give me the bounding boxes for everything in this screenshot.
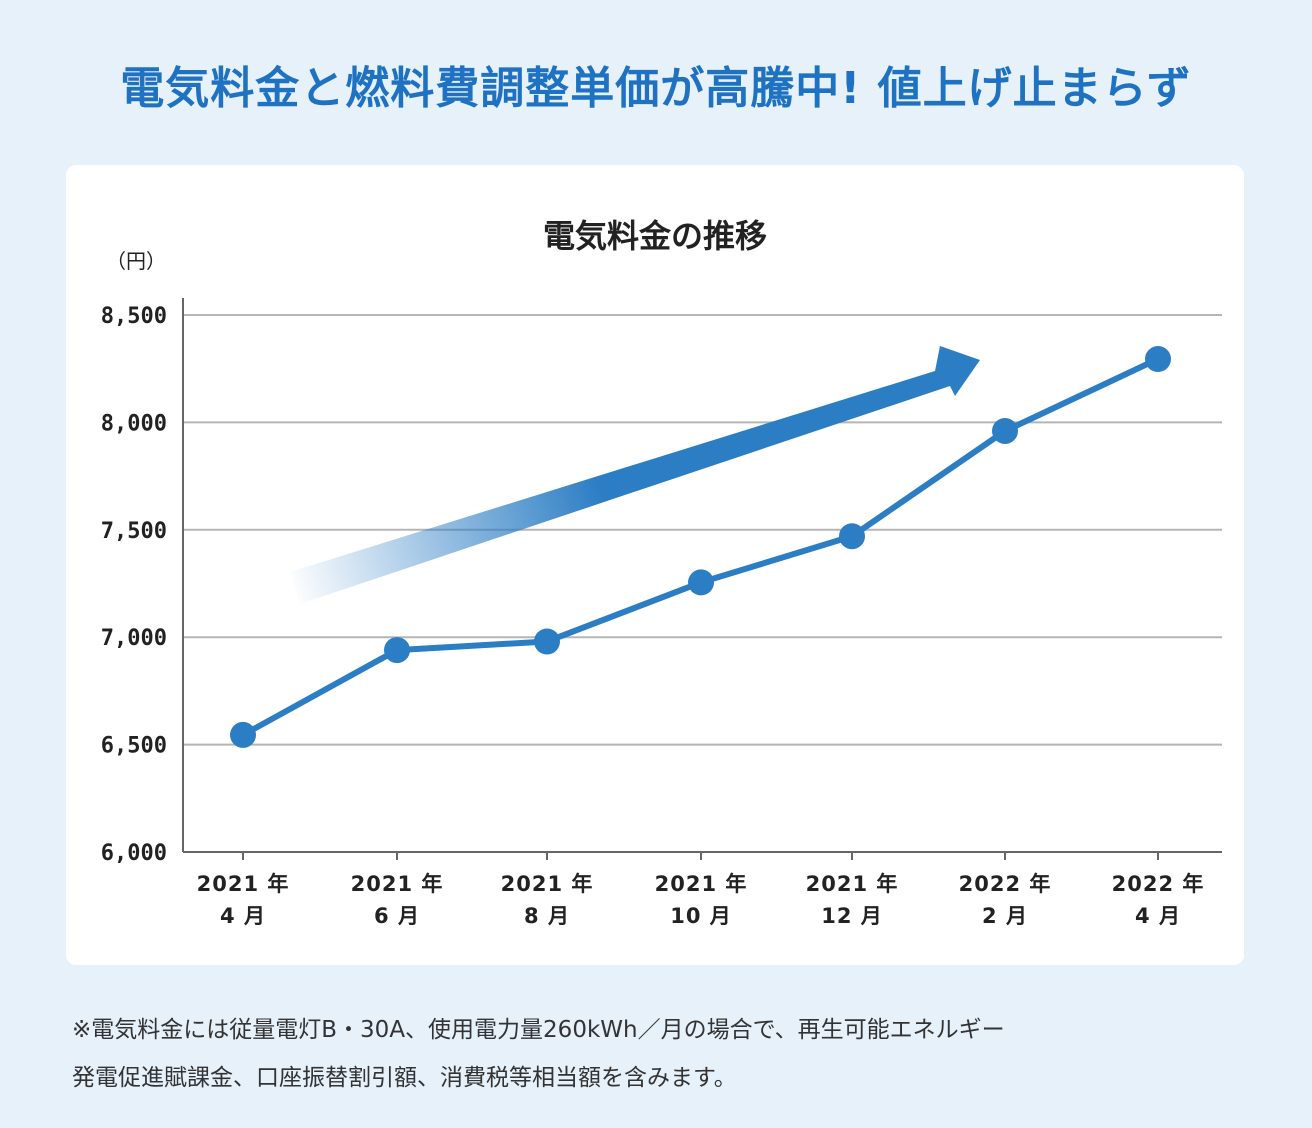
y-tick-label: 8,500 bbox=[101, 304, 167, 329]
grid-lines bbox=[182, 298, 1222, 853]
x-tick-label-month: 2 月 bbox=[982, 904, 1028, 928]
data-point bbox=[839, 523, 865, 550]
data-point bbox=[688, 569, 714, 596]
x-axis-ticks: 2021 年 4 月 2021 年 6 月 2021 年 8 月 2021 年 10 月 202… bbox=[197, 852, 1205, 928]
y-axis-ticks: 6,000 6,500 7,000 7,500 8,000 8,500 bbox=[101, 304, 167, 866]
data-series bbox=[230, 346, 1171, 748]
x-tick-label-month: 4 月 bbox=[1135, 904, 1181, 928]
y-tick-label: 6,500 bbox=[101, 734, 167, 759]
footnote-line-2: 発電促進賦課金、口座振替割引額、消費税等相当額を含みます。 bbox=[72, 1065, 737, 1091]
x-tick-label-year: 2021 年 bbox=[197, 872, 290, 896]
x-tick-label-year: 2021 年 bbox=[655, 872, 748, 896]
x-tick-label-year: 2021 年 bbox=[351, 872, 444, 896]
x-tick-label-month: 6 月 bbox=[374, 904, 420, 928]
data-point bbox=[992, 417, 1018, 444]
y-tick-label: 8,000 bbox=[101, 411, 167, 436]
data-point bbox=[230, 721, 256, 748]
y-tick-label: 7,500 bbox=[101, 519, 167, 544]
x-tick-label-year: 2021 年 bbox=[806, 872, 899, 896]
x-tick-label-year: 2021 年 bbox=[501, 872, 594, 896]
chart-title: 電気料金の推移 bbox=[543, 217, 767, 255]
x-tick-label-month: 10 月 bbox=[670, 904, 732, 928]
data-point bbox=[384, 637, 410, 664]
x-tick-label-year: 2022 年 bbox=[959, 872, 1052, 896]
x-tick-label-month: 12 月 bbox=[821, 904, 883, 928]
y-axis-unit-label: （円） bbox=[106, 249, 166, 273]
footnote: ※電気料金には従量電灯B・30A、使用電力量260kWh／月の場合で、再生可能エ… bbox=[72, 1006, 1252, 1102]
x-tick-label-month: 4 月 bbox=[220, 904, 266, 928]
trend-arrow-icon bbox=[290, 346, 980, 604]
data-point bbox=[534, 628, 560, 655]
line-chart: 電気料金の推移 （円） 6,000 6,500 7,000 7,500 8,000 8,5… bbox=[101, 217, 1222, 928]
footnote-line-1: ※電気料金には従量電灯B・30A、使用電力量260kWh／月の場合で、再生可能エ… bbox=[72, 1017, 1005, 1043]
y-tick-label: 6,000 bbox=[101, 841, 167, 866]
x-tick-label-month: 8 月 bbox=[524, 904, 570, 928]
page-headline: 電気料金と燃料費調整単価が高騰中! 値上げ止まらず bbox=[120, 63, 1192, 114]
x-tick-label-year: 2022 年 bbox=[1112, 872, 1205, 896]
data-point bbox=[1145, 346, 1171, 373]
y-tick-label: 7,000 bbox=[101, 626, 167, 651]
chart-card bbox=[66, 165, 1244, 965]
